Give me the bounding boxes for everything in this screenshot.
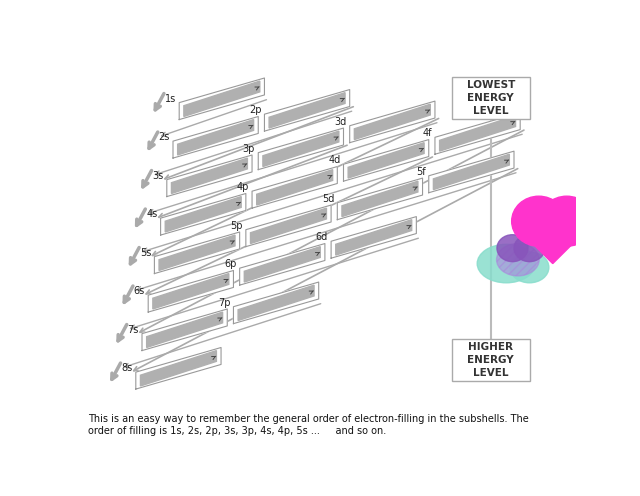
Polygon shape: [148, 270, 234, 312]
Ellipse shape: [510, 252, 549, 283]
Polygon shape: [179, 78, 264, 120]
Polygon shape: [257, 170, 333, 205]
Polygon shape: [355, 104, 430, 139]
Text: 5s: 5s: [140, 248, 151, 258]
Text: 1s: 1s: [165, 94, 176, 104]
Polygon shape: [178, 120, 253, 155]
Polygon shape: [165, 196, 241, 232]
Text: 6d: 6d: [316, 233, 328, 243]
Text: 3d: 3d: [334, 117, 347, 127]
Text: LOWEST
ENERGY
LEVEL: LOWEST ENERGY LEVEL: [467, 80, 515, 116]
Polygon shape: [238, 285, 314, 320]
Polygon shape: [246, 205, 331, 247]
Text: HIGHER
ENERGY
LEVEL: HIGHER ENERGY LEVEL: [467, 342, 514, 378]
Polygon shape: [153, 274, 229, 309]
Polygon shape: [234, 282, 319, 323]
Polygon shape: [161, 193, 246, 235]
Polygon shape: [440, 116, 516, 151]
Text: 7p: 7p: [218, 298, 230, 308]
Text: 2p: 2p: [249, 105, 261, 116]
Ellipse shape: [477, 245, 535, 283]
Ellipse shape: [497, 235, 528, 262]
Text: 5p: 5p: [230, 221, 243, 231]
Polygon shape: [269, 93, 345, 128]
Polygon shape: [435, 113, 520, 154]
Polygon shape: [147, 312, 223, 348]
Text: 3p: 3p: [243, 144, 255, 154]
Polygon shape: [172, 158, 248, 193]
Text: 4d: 4d: [328, 155, 340, 165]
Polygon shape: [252, 167, 337, 208]
Polygon shape: [433, 154, 509, 189]
Polygon shape: [259, 128, 344, 170]
Polygon shape: [154, 232, 239, 274]
Polygon shape: [337, 178, 422, 220]
Polygon shape: [136, 348, 221, 389]
Polygon shape: [342, 181, 418, 217]
Bar: [452, 339, 529, 381]
Polygon shape: [429, 151, 514, 193]
Text: 5f: 5f: [416, 167, 426, 177]
Ellipse shape: [514, 235, 545, 262]
Text: 5d: 5d: [322, 194, 334, 204]
Polygon shape: [344, 139, 429, 181]
Polygon shape: [336, 220, 412, 255]
Polygon shape: [159, 235, 235, 270]
Polygon shape: [331, 217, 417, 258]
Polygon shape: [263, 131, 339, 167]
Text: 6s: 6s: [134, 286, 145, 296]
Ellipse shape: [540, 196, 594, 246]
Text: 4f: 4f: [422, 128, 432, 138]
Polygon shape: [173, 117, 259, 158]
Text: 3s: 3s: [152, 171, 164, 181]
Polygon shape: [349, 101, 435, 143]
Text: This is an easy way to remember the general order of electron-filling in the sub: This is an easy way to remember the gene…: [88, 415, 529, 436]
Polygon shape: [167, 155, 252, 196]
Text: 7s: 7s: [127, 325, 139, 335]
Polygon shape: [348, 143, 424, 178]
Polygon shape: [140, 351, 216, 386]
Polygon shape: [250, 208, 326, 244]
Text: 4s: 4s: [147, 209, 157, 219]
Polygon shape: [522, 233, 584, 263]
Ellipse shape: [497, 244, 539, 276]
Polygon shape: [239, 244, 325, 285]
Text: 2s: 2s: [159, 132, 170, 142]
Bar: [452, 77, 529, 119]
Polygon shape: [264, 90, 349, 131]
Ellipse shape: [511, 196, 566, 246]
Polygon shape: [244, 247, 320, 282]
Text: 6p: 6p: [224, 259, 237, 269]
Polygon shape: [184, 81, 260, 117]
Polygon shape: [142, 309, 227, 351]
Text: 4p: 4p: [237, 183, 249, 192]
Text: 8s: 8s: [122, 363, 132, 373]
